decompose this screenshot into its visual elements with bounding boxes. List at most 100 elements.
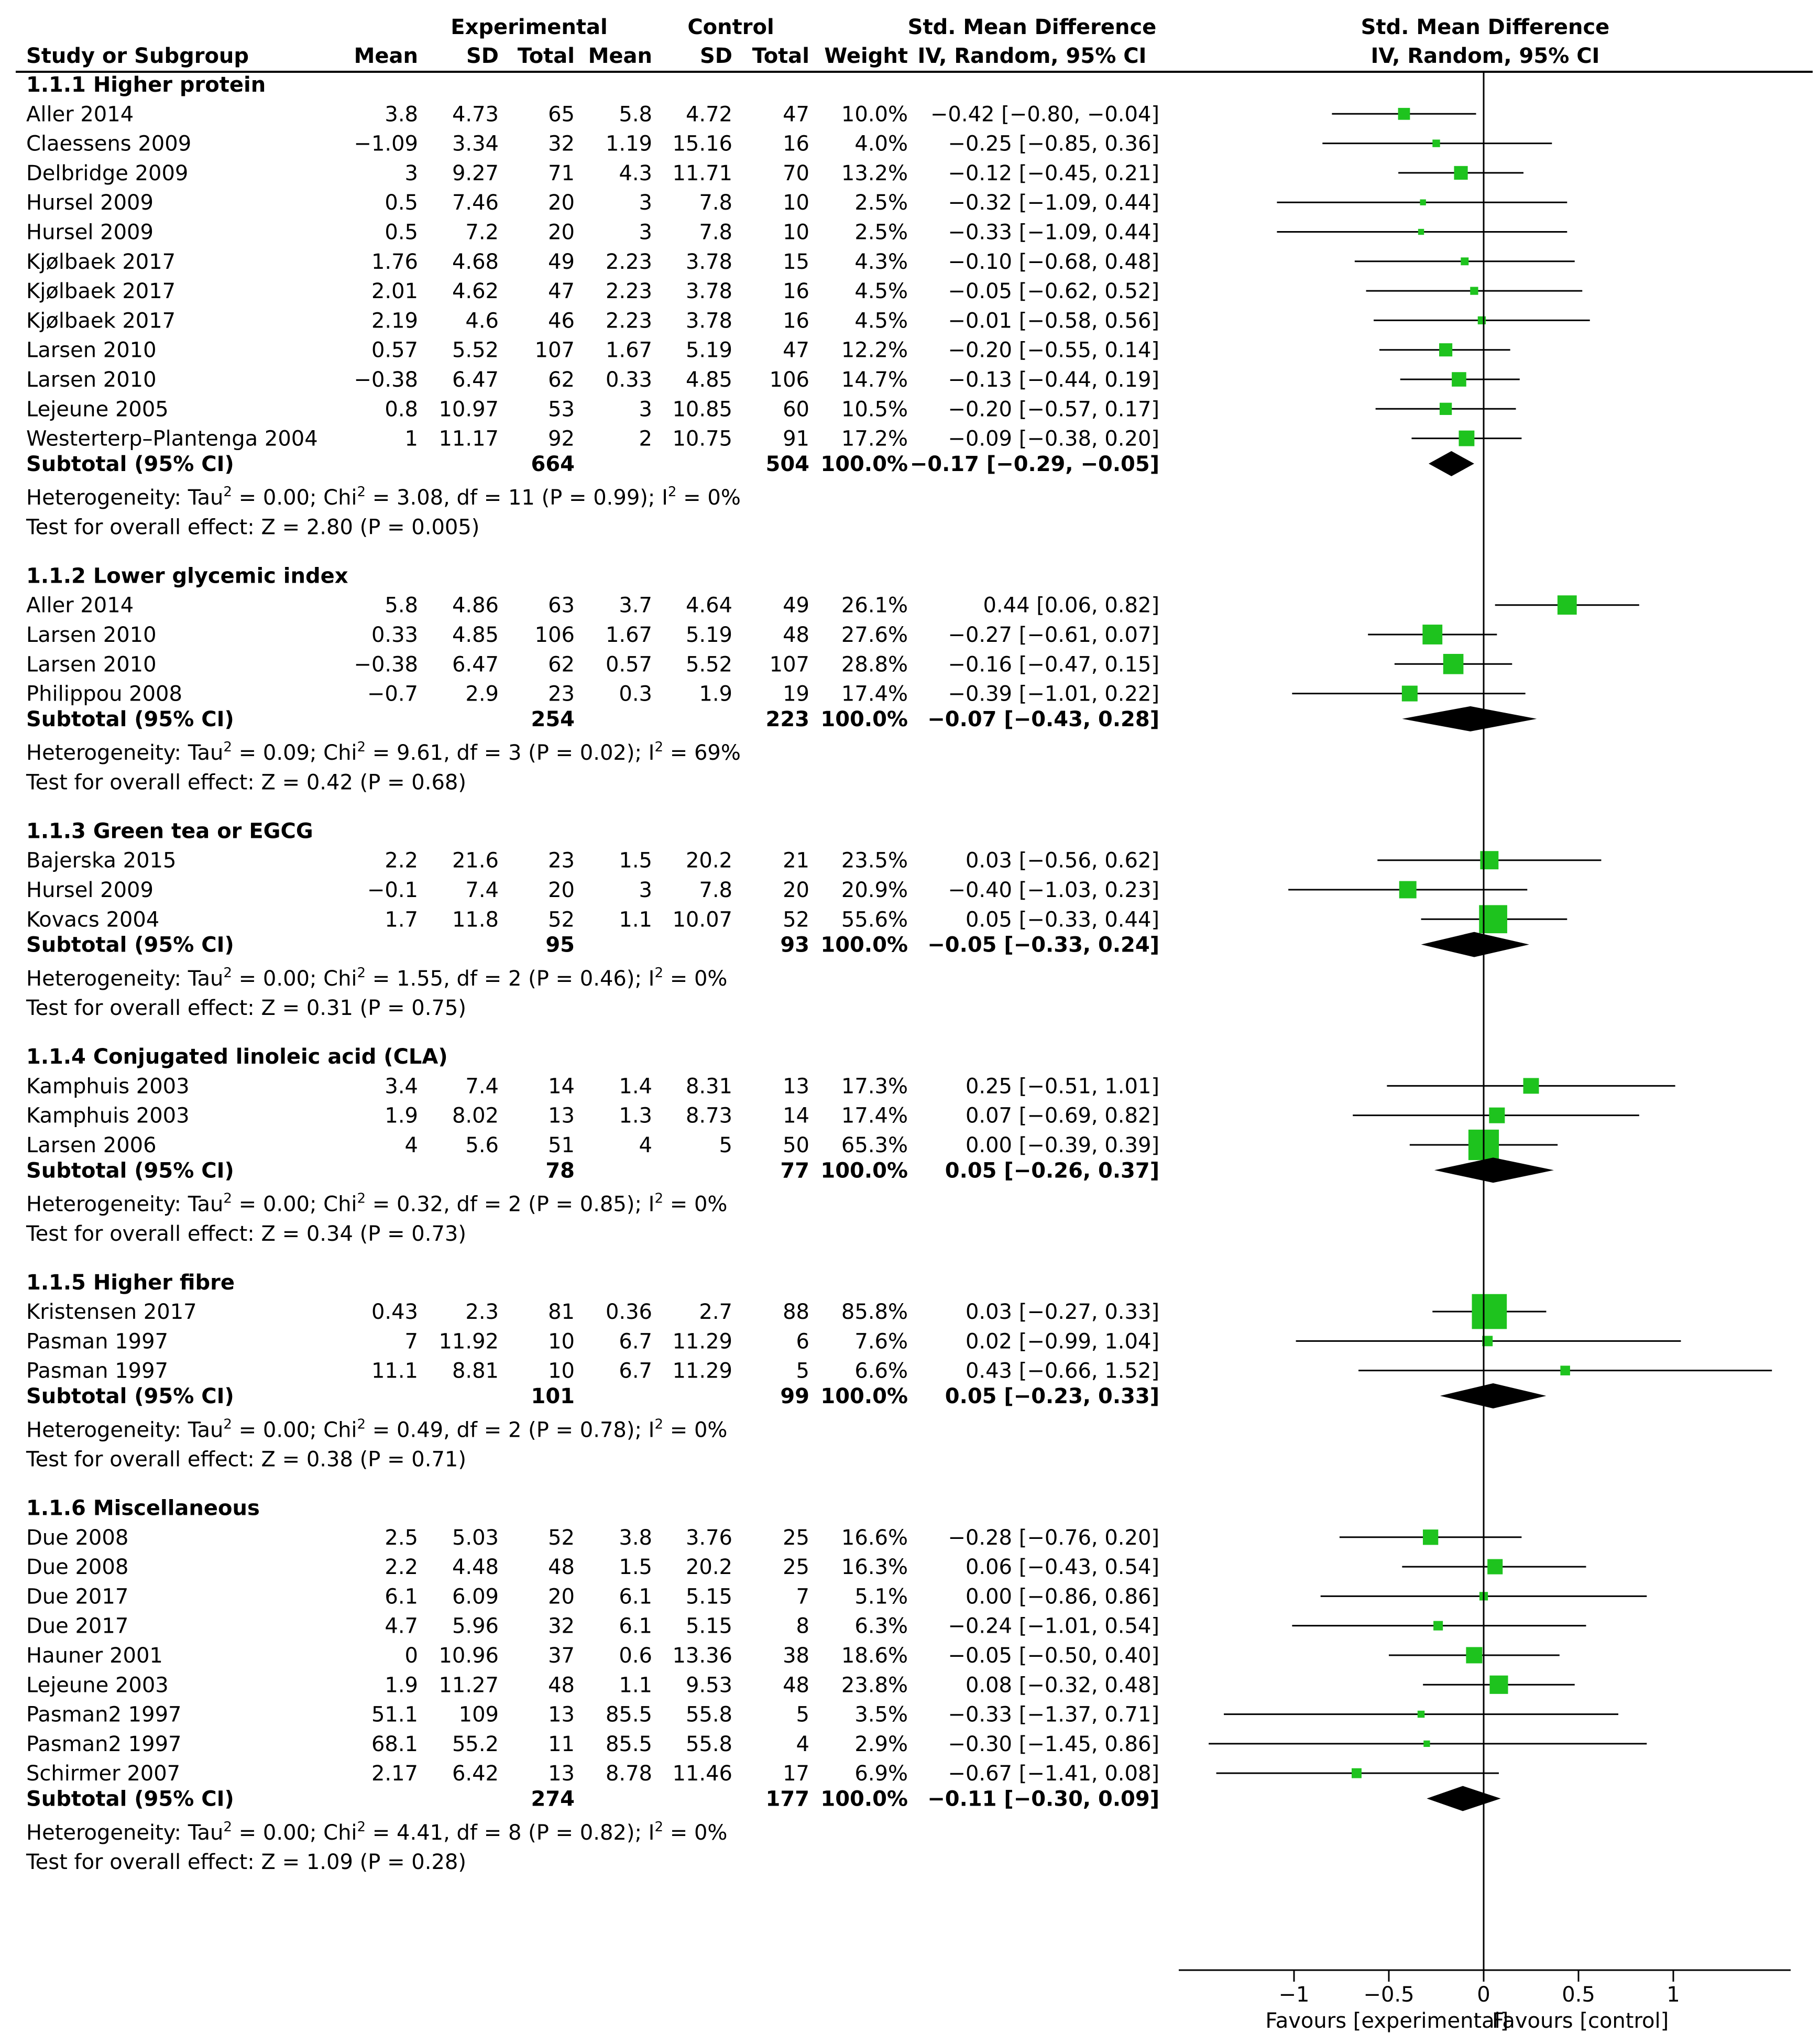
study-ci: −0.42 [−0.80, −0.04] xyxy=(930,102,1159,126)
exp-mean: 68.1 xyxy=(371,1732,418,1756)
ctrl-sd: 4.64 xyxy=(686,594,732,618)
study-ci: −0.12 [−0.45, 0.21] xyxy=(948,161,1159,185)
ctrl-total: 49 xyxy=(783,594,809,618)
study-ci: −0.24 [−1.01, 0.54] xyxy=(948,1614,1159,1638)
ctrl-total: 25 xyxy=(783,1555,809,1579)
exp-sd: 11.92 xyxy=(438,1329,499,1353)
ctrl-sd: 5 xyxy=(719,1133,732,1157)
ctrl-sd: 20.2 xyxy=(686,849,732,873)
study-ci: −0.33 [−1.37, 0.71] xyxy=(948,1703,1159,1727)
study-ci: 0.02 [−0.99, 1.04] xyxy=(966,1329,1159,1353)
exp-sd: 5.96 xyxy=(452,1614,499,1638)
ctrl-mean-header: Mean xyxy=(588,44,652,68)
subtotal-ctrl-total: 77 xyxy=(780,1158,809,1183)
subtotal-ci: −0.07 [−0.43, 0.28] xyxy=(927,707,1159,731)
study-ci: 0.03 [−0.27, 0.33] xyxy=(966,1300,1159,1324)
ctrl-sd: 5.15 xyxy=(686,1584,732,1609)
ctrl-mean: 3 xyxy=(639,221,652,245)
overall-effect-text: Test for overall effect: Z = 1.09 (P = 0… xyxy=(26,1850,466,1874)
study-name: Due 2017 xyxy=(26,1584,128,1609)
exp-sd: 7.4 xyxy=(465,878,499,902)
study-weight: 17.3% xyxy=(841,1074,908,1098)
exp-mean: 0.57 xyxy=(371,338,418,363)
exp-total: 51 xyxy=(548,1133,575,1157)
ctrl-total-header: Total xyxy=(752,44,809,68)
exp-total: 106 xyxy=(535,623,575,647)
study-name: Hursel 2009 xyxy=(26,191,154,215)
study-weight: 85.8% xyxy=(841,1300,908,1324)
ctrl-sd: 9.53 xyxy=(686,1673,732,1697)
ctrl-mean: 6.1 xyxy=(619,1614,652,1638)
study-weight: 16.3% xyxy=(841,1555,908,1579)
study-ci: 0.43 [−0.66, 1.52] xyxy=(966,1359,1159,1383)
study-weight: 2.5% xyxy=(854,221,908,245)
study-ci: −0.39 [−1.01, 0.22] xyxy=(948,682,1159,706)
exp-total: 23 xyxy=(548,849,575,873)
subtotal-diamond xyxy=(1440,1383,1547,1408)
ctrl-total: 13 xyxy=(783,1074,809,1098)
study-name: Larsen 2010 xyxy=(26,623,157,647)
effect-title-header: Std. Mean Difference xyxy=(908,15,1157,39)
effect-marker xyxy=(1443,653,1464,674)
ctrl-sd: 15.16 xyxy=(672,132,732,156)
study-name: Due 2008 xyxy=(26,1526,128,1550)
effect-marker xyxy=(1459,430,1475,446)
ctrl-sd: 3.78 xyxy=(686,250,732,274)
ctrl-sd: 3.76 xyxy=(686,1526,732,1550)
effect-marker xyxy=(1420,199,1426,205)
study-name: Kristensen 2017 xyxy=(26,1300,197,1324)
effect-marker xyxy=(1439,343,1453,357)
subtotal-diamond xyxy=(1434,1157,1554,1183)
exp-total: 37 xyxy=(548,1644,575,1668)
exp-mean: 3.4 xyxy=(385,1074,418,1098)
subtotal-label: Subtotal (95% CI) xyxy=(26,707,234,731)
ctrl-total: 17 xyxy=(783,1762,809,1786)
study-weight: 13.2% xyxy=(841,161,908,185)
subtotal-diamond xyxy=(1421,932,1529,957)
effect-marker xyxy=(1472,1294,1507,1329)
study-weight: 14.7% xyxy=(841,368,908,392)
exp-mean: 0.5 xyxy=(385,191,418,215)
study-name: Larsen 2010 xyxy=(26,368,157,392)
ctrl-mean: 1.19 xyxy=(606,132,652,156)
study-weight: 2.9% xyxy=(854,1732,908,1756)
ctrl-sd: 55.8 xyxy=(686,1703,732,1727)
exp-sd: 9.27 xyxy=(452,161,499,185)
exp-sd: 4.86 xyxy=(452,594,499,618)
study-ci: 0.03 [−0.56, 0.62] xyxy=(966,849,1159,873)
exp-mean: 1.76 xyxy=(371,250,418,274)
ctrl-sd: 55.8 xyxy=(686,1732,732,1756)
exp-total: 32 xyxy=(548,1614,575,1638)
exp-sd: 11.8 xyxy=(452,908,499,932)
exp-mean: −0.1 xyxy=(367,878,418,902)
exp-total: 48 xyxy=(548,1673,575,1697)
ctrl-mean: 8.78 xyxy=(606,1762,652,1786)
effect-marker xyxy=(1560,1365,1570,1375)
ctrl-total: 20 xyxy=(783,878,809,902)
ctrl-mean: 2 xyxy=(639,427,652,451)
exp-sd: 109 xyxy=(459,1703,499,1727)
study-weight: 23.8% xyxy=(841,1673,908,1697)
ctrl-mean: 0.6 xyxy=(619,1644,652,1668)
effect-marker xyxy=(1482,1336,1493,1347)
exp-sd-header: SD xyxy=(466,44,499,68)
ctrl-total: 38 xyxy=(783,1644,809,1668)
overall-effect-text: Test for overall effect: Z = 0.38 (P = 0… xyxy=(26,1448,466,1472)
exp-total: 49 xyxy=(548,250,575,274)
study-weight: 6.3% xyxy=(854,1614,908,1638)
exp-total-header: Total xyxy=(518,44,575,68)
ctrl-sd: 8.31 xyxy=(686,1074,732,1098)
study-ci: 0.25 [−0.51, 1.01] xyxy=(966,1074,1159,1098)
exp-mean: 3 xyxy=(405,161,418,185)
effect-marker xyxy=(1452,372,1466,387)
ctrl-total: 15 xyxy=(783,250,809,274)
exp-total: 13 xyxy=(548,1762,575,1786)
subtotal-ctrl-total: 99 xyxy=(780,1384,809,1408)
study-ci: −0.40 [−1.03, 0.23] xyxy=(948,878,1159,902)
exp-sd: 6.47 xyxy=(452,368,499,392)
subtotal-label: Subtotal (95% CI) xyxy=(26,1787,234,1811)
ctrl-sd: 5.15 xyxy=(686,1614,732,1638)
exp-sd: 2.9 xyxy=(465,682,499,706)
